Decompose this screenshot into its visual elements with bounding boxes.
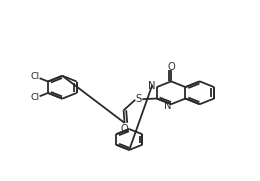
Text: Cl: Cl [31,72,40,81]
Text: O: O [121,124,128,134]
Text: S: S [135,94,142,104]
Text: O: O [167,62,175,72]
Text: N: N [148,81,155,91]
Text: Cl: Cl [31,93,40,102]
Text: N: N [164,102,172,111]
